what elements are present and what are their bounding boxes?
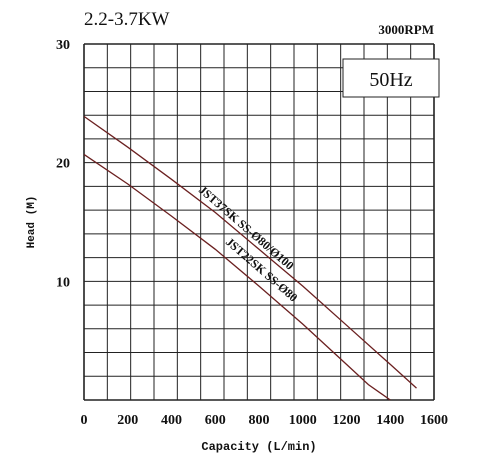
grid bbox=[83, 43, 435, 401]
annotation-label: 50Hz bbox=[369, 69, 412, 91]
x-tick-label: 1400 bbox=[376, 413, 404, 428]
chart-subtitle: 3000RPM bbox=[378, 22, 434, 37]
series-line-1 bbox=[83, 115, 417, 389]
x-tick-label: 800 bbox=[249, 413, 270, 428]
x-tick-label: 0 bbox=[81, 413, 88, 428]
y-axis-label: Head (M) bbox=[26, 196, 38, 249]
x-tick-label: 1000 bbox=[289, 413, 317, 428]
chart-title: 2.2-3.7KW bbox=[84, 9, 170, 30]
annotation-box bbox=[342, 58, 440, 98]
x-tick-label: 600 bbox=[205, 413, 226, 428]
y-tick-label: 10 bbox=[56, 275, 70, 290]
x-tick-label: 1200 bbox=[333, 413, 361, 428]
x-tick-label: 200 bbox=[117, 413, 138, 428]
y-tick-label: 30 bbox=[56, 38, 70, 53]
x-tick-label: 1600 bbox=[420, 413, 448, 428]
curves bbox=[83, 115, 417, 401]
x-tick-label: 400 bbox=[161, 413, 182, 428]
y-tick-label: 20 bbox=[56, 157, 70, 172]
tick-labels: 0 200 400 600 800 1000 1200 1400 1600 10 20 30 bbox=[56, 38, 448, 428]
series-line-2 bbox=[83, 153, 391, 401]
x-axis-label: Capacity (L/min) bbox=[201, 440, 316, 454]
